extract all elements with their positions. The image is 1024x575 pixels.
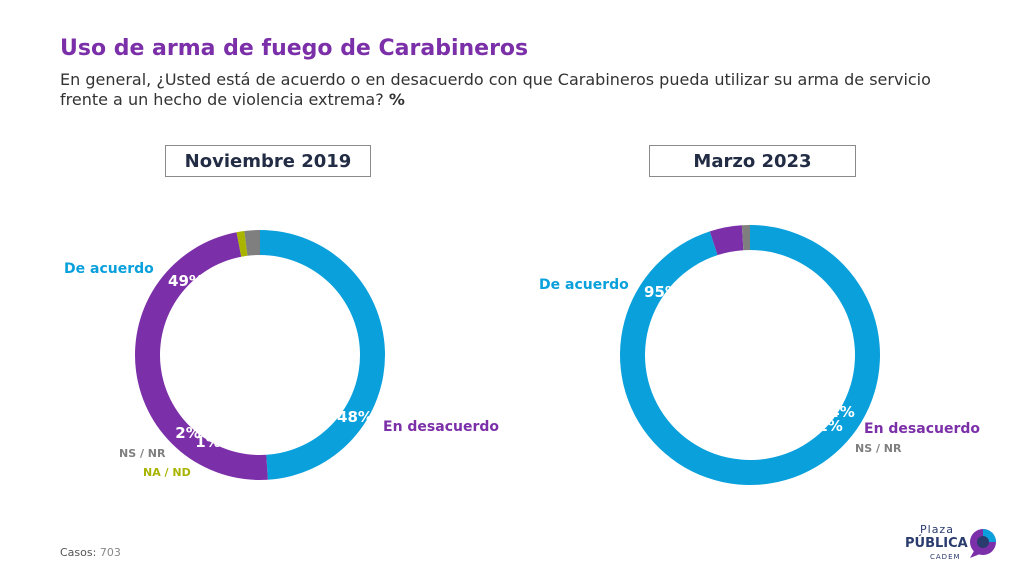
pct-label-en-desacuerdo: 4% (829, 403, 854, 421)
donut-0: 49% 48% 1%2% De acuerdo En desacuerdo NA / ND… (64, 230, 499, 480)
logo-bubble-icon (970, 529, 996, 558)
slice-en-desacuerdo (709, 225, 744, 256)
page-title: Uso de arma de fuego de Carabineros (60, 36, 529, 61)
pct-label-ns-nr: 2% (175, 424, 200, 442)
category-label-na-nd: NA / ND (143, 466, 191, 479)
donut-1: 95% 4%1% De acuerdo En desacuerdo NS / NR (539, 225, 980, 485)
page-subtitle: En general, ¿Usted está de acuerdo o en … (60, 70, 960, 110)
logo-line-2: PÚBLICA (905, 536, 968, 551)
subtitle-unit: % (388, 90, 405, 109)
slice-na-nd (236, 230, 248, 257)
pct-label-en-desacuerdo: 48% (337, 408, 373, 426)
slice-de-acuerdo (620, 225, 880, 485)
category-label-en-desacuerdo: En desacuerdo (383, 419, 499, 435)
cadem-logo: Plaza PÚBLICA CADEM (900, 523, 1010, 563)
slice-de-acuerdo (260, 230, 385, 480)
subtitle-question: En general, ¿Usted está de acuerdo o en … (60, 70, 931, 109)
category-label-de-acuerdo: De acuerdo (64, 261, 154, 277)
slice-ns-nr (741, 225, 750, 251)
pct-label-de-acuerdo: 95% (644, 283, 680, 301)
category-label-ns-nr: NS / NR (119, 447, 166, 460)
category-label-de-acuerdo: De acuerdo (539, 277, 629, 293)
period-label-2019: Noviembre 2019 (165, 145, 371, 177)
logo-line-1: Plaza (920, 523, 954, 536)
cases-value: 703 (99, 546, 121, 559)
pct-label-ns-nr: 1% (817, 417, 842, 435)
slice-en-desacuerdo (135, 232, 268, 480)
pct-label-na-nd: 1% (195, 433, 220, 451)
logo-line-3: CADEM (930, 553, 961, 561)
period-label-2023: Marzo 2023 (649, 145, 856, 177)
category-label-en-desacuerdo: En desacuerdo (864, 421, 980, 437)
cases-note: Casos: 703 (60, 546, 121, 559)
category-label-ns-nr: NS / NR (855, 442, 902, 455)
pct-label-de-acuerdo: 49% (168, 272, 204, 290)
cases-label: Casos (60, 546, 93, 559)
slice-ns-nr (244, 230, 260, 256)
